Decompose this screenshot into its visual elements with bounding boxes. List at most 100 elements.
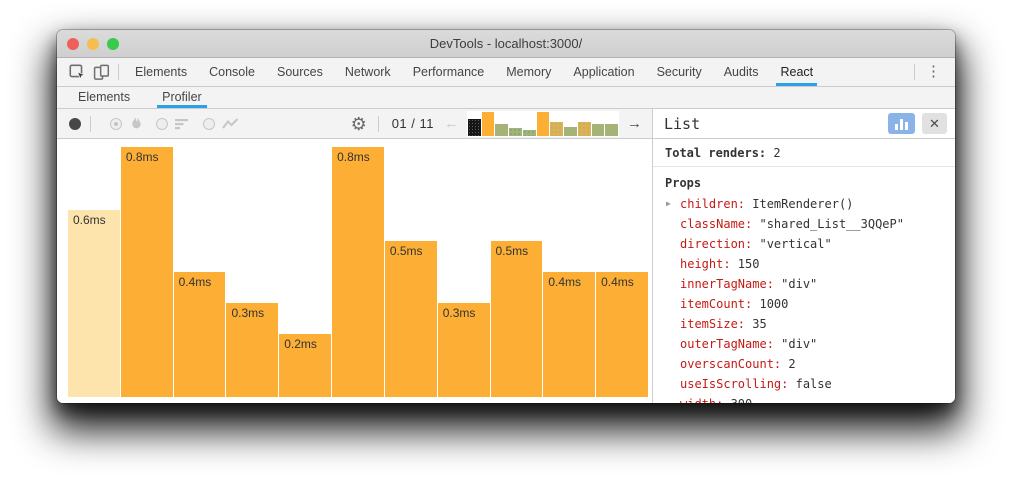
prop-row-className[interactable]: className: "shared_List__3QQeP" — [665, 214, 943, 234]
prop-row-itemCount[interactable]: itemCount: 1000 — [665, 294, 943, 314]
prop-key: outerTagName: — [680, 337, 782, 351]
tab-application[interactable]: Application — [573, 65, 635, 79]
component-details-header: List ✕ — [653, 109, 955, 139]
prop-row-innerTagName[interactable]: innerTagName: "div" — [665, 274, 943, 294]
interactions-line-icon — [222, 117, 239, 129]
prop-row-direction[interactable]: direction: "vertical" — [665, 234, 943, 254]
render-bar-label: 0.8ms — [125, 150, 159, 164]
overflow-menu-icon[interactable]: ⋮ — [926, 63, 941, 80]
render-bar-label: 0.5ms — [495, 244, 529, 258]
previous-snapshot-button[interactable]: ← — [444, 115, 459, 132]
tab-sources[interactable]: Sources — [276, 65, 323, 79]
inspect-element-icon[interactable] — [65, 58, 89, 86]
render-bar-10[interactable]: 0.4ms — [543, 272, 596, 397]
render-bar-4[interactable]: 0.3ms — [226, 303, 279, 397]
prop-value: ItemRenderer() — [752, 197, 854, 211]
render-bar-label: 0.5ms — [389, 244, 423, 258]
prop-key: className: — [680, 217, 760, 231]
snapshot-mini-bar-1[interactable] — [468, 119, 481, 136]
render-bar-11[interactable]: 0.4ms — [596, 272, 648, 397]
interactions-radio[interactable] — [203, 117, 215, 130]
render-bar-5[interactable]: 0.2ms — [279, 334, 332, 397]
ranked-chart-icon — [175, 118, 188, 129]
ranked-view-option[interactable] — [156, 117, 189, 130]
snapshot-mini-bar-5[interactable] — [522, 129, 536, 136]
snapshot-mini-bar-7[interactable] — [550, 122, 564, 136]
subtab-elements[interactable]: Elements — [78, 90, 131, 104]
prop-value: 2 — [788, 357, 796, 371]
tab-elements[interactable]: Elements — [135, 65, 188, 79]
render-bar-label: 0.4ms — [178, 275, 212, 289]
prop-key: height: — [680, 257, 738, 271]
flamegraph-view-option[interactable] — [110, 116, 142, 131]
render-bar-3[interactable]: 0.4ms — [173, 272, 226, 397]
prop-value: "div" — [781, 277, 818, 291]
prop-row-overscanCount[interactable]: overscanCount: 2 — [665, 354, 943, 374]
next-snapshot-button[interactable]: → — [627, 115, 642, 132]
render-bar-1[interactable]: 0.6ms — [68, 210, 120, 397]
snapshot-mini-bar-11[interactable] — [605, 123, 619, 136]
render-bar-9[interactable]: 0.5ms — [490, 241, 543, 397]
render-bar-8[interactable]: 0.3ms — [437, 303, 490, 397]
profiler-chart-pane: ⚙ 01 / 11 ← → 0.6ms 0.8ms 0.4ms 0.3ms 0.2ms 0… — [57, 109, 653, 403]
render-chart-toggle-button[interactable] — [888, 113, 915, 134]
close-panel-button[interactable]: ✕ — [922, 113, 947, 134]
snapshot-mini-bar-9[interactable] — [577, 122, 591, 136]
total-renders-label: Total renders: — [665, 146, 767, 160]
tab-memory[interactable]: Memory — [506, 65, 552, 79]
divider — [118, 64, 119, 80]
prop-row-width[interactable]: width: 300 — [665, 394, 943, 403]
render-bar-label: 0.3ms — [231, 306, 265, 320]
props-list: ▶ children: ItemRenderer() className: "sha… — [665, 194, 943, 403]
devtools-window: DevTools - localhost:3000/ Elements Conso… — [57, 30, 955, 403]
flamegraph-radio[interactable] — [110, 117, 122, 130]
prop-row-height[interactable]: height: 150 — [665, 254, 943, 274]
tab-console[interactable]: Console — [209, 65, 255, 79]
snapshot-mini-bar-8[interactable] — [564, 126, 577, 136]
render-bar-6[interactable]: 0.8ms — [332, 147, 384, 397]
snapshot-mini-bar-4[interactable] — [509, 127, 522, 136]
settings-gear-icon[interactable]: ⚙ — [350, 113, 367, 134]
maximize-window-button[interactable] — [107, 38, 119, 50]
render-bar-2[interactable]: 0.8ms — [120, 147, 173, 397]
flame-icon — [132, 116, 141, 129]
prop-row-itemSize[interactable]: itemSize: 35 — [665, 314, 943, 334]
prop-value: "shared_List__3QQeP" — [759, 217, 904, 231]
render-bar-label: 0.4ms — [601, 275, 634, 289]
close-window-button[interactable] — [67, 38, 79, 50]
prop-key: children: — [680, 197, 753, 211]
prop-value: "div" — [781, 337, 818, 351]
snapshot-navigation: ⚙ 01 / 11 ← → — [350, 110, 644, 137]
tab-network[interactable]: Network — [344, 65, 391, 79]
expand-arrow-icon[interactable]: ▶ — [666, 199, 671, 208]
total-renders-value: 2 — [773, 146, 781, 160]
tab-audits[interactable]: Audits — [723, 65, 759, 79]
panel-tabs: Elements Console Sources Network Performance… — [124, 58, 824, 86]
prop-key: itemSize: — [680, 317, 753, 331]
interactions-view-option[interactable] — [203, 117, 239, 130]
divider — [914, 64, 915, 80]
ranked-radio[interactable] — [156, 117, 168, 130]
tab-security[interactable]: Security — [656, 65, 702, 79]
snapshot-selector-chart[interactable] — [467, 110, 619, 137]
subtab-profiler[interactable]: Profiler — [157, 87, 207, 108]
snapshot-mini-bar-6[interactable] — [536, 111, 550, 136]
snapshot-mini-bar-2[interactable] — [481, 111, 495, 136]
record-button[interactable] — [69, 117, 81, 130]
tab-react[interactable]: React — [769, 58, 824, 86]
minimize-window-button[interactable] — [87, 38, 99, 50]
prop-value: 35 — [752, 317, 767, 331]
device-toolbar-icon[interactable] — [89, 58, 113, 86]
render-bar-7[interactable]: 0.5ms — [384, 241, 437, 397]
prop-value: false — [795, 377, 832, 391]
bar-chart-icon — [905, 122, 908, 130]
tab-performance[interactable]: Performance — [412, 65, 485, 79]
divider — [90, 115, 91, 132]
prop-row-outerTagName[interactable]: outerTagName: "div" — [665, 334, 943, 354]
snapshot-mini-bar-3[interactable] — [495, 124, 509, 136]
snapshot-mini-bar-10[interactable] — [591, 123, 605, 136]
prop-row-children[interactable]: ▶ children: ItemRenderer() — [665, 194, 943, 214]
prop-row-useIsScrolling[interactable]: useIsScrolling: false — [665, 374, 943, 394]
bar-chart-icon — [895, 124, 898, 130]
devtools-tab-bar: Elements Console Sources Network Performance… — [57, 58, 955, 87]
